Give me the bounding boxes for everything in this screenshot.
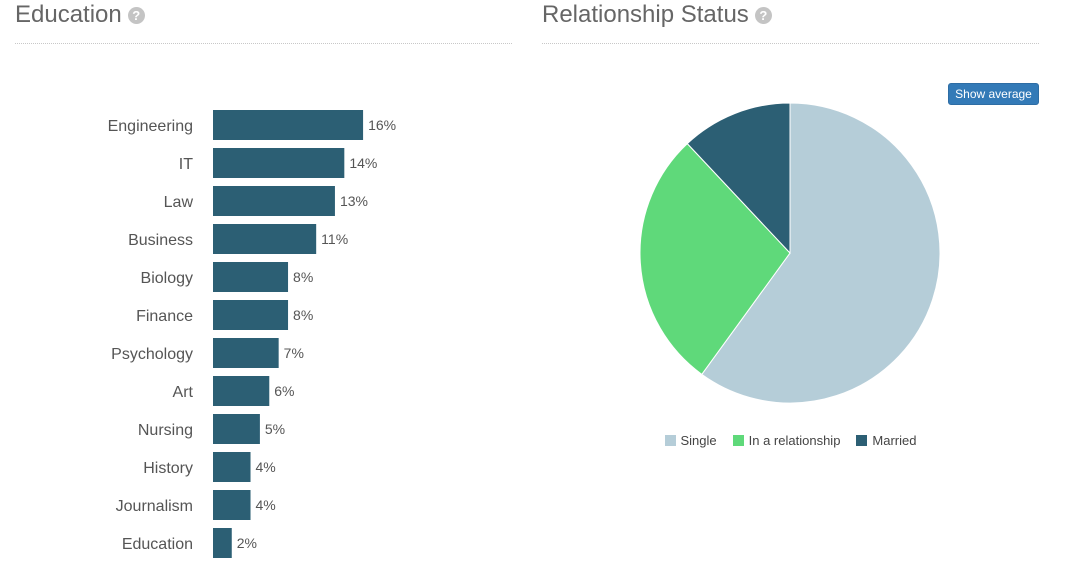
value-label: 14% [349, 155, 377, 171]
bar[interactable] [213, 414, 260, 444]
bar[interactable] [213, 110, 364, 140]
legend-swatch [856, 435, 868, 446]
bar[interactable] [213, 452, 251, 482]
category-label: Finance [136, 308, 193, 325]
pie-slice-in-a-relationship[interactable] [639, 142, 791, 376]
bar[interactable] [213, 528, 232, 558]
category-label: Law [164, 194, 194, 211]
question-circle-icon[interactable]: ? [754, 6, 772, 24]
legend-swatch [732, 435, 744, 446]
pie-legend: Single In a relationship Married [542, 433, 1039, 448]
bar[interactable] [213, 300, 289, 330]
question-circle-icon[interactable]: ? [127, 6, 145, 24]
show-average-button[interactable]: Show average [948, 83, 1039, 105]
bar[interactable] [213, 490, 251, 520]
category-label: Psychology [111, 346, 193, 363]
value-label: 16% [368, 117, 396, 133]
bar[interactable] [213, 148, 345, 178]
value-label: 4% [256, 459, 276, 475]
category-label: Business [128, 232, 193, 249]
education-header: Education ? [15, 0, 512, 44]
value-label: 5% [265, 421, 285, 437]
category-label: History [143, 460, 193, 477]
education-title-text: Education [15, 1, 122, 28]
legend-label: Married [872, 433, 917, 448]
category-label: IT [179, 156, 193, 173]
value-label: 11% [321, 231, 348, 247]
category-label: Art [173, 384, 194, 401]
legend-item-in-a-relationship[interactable]: In a relationship [732, 433, 841, 448]
category-label: Journalism [116, 498, 193, 515]
relationship-header: Relationship Status ? [542, 0, 1039, 44]
value-label: 8% [293, 269, 313, 285]
relationship-panel: Relationship Status ? Show average Singl… [542, 0, 1039, 448]
pie-slice-single[interactable] [701, 102, 941, 404]
bar[interactable] [213, 262, 289, 292]
legend-swatch [664, 435, 676, 446]
relationship-pie-chart [639, 102, 941, 404]
category-label: Biology [141, 270, 193, 287]
education-bar-chart: Engineering 16% IT 14% Law 13% Business 11% Biol… [108, 110, 396, 558]
legend-item-married[interactable]: Married [856, 433, 917, 448]
relationship-title-text: Relationship Status [542, 1, 749, 28]
education-panel: Education ? Engineering 16% IT 14% Law 13% Bus… [15, 0, 512, 558]
bar[interactable] [213, 338, 279, 368]
value-label: 13% [340, 193, 368, 209]
bar[interactable] [213, 186, 335, 216]
legend-label: In a relationship [748, 433, 841, 448]
value-label: 4% [256, 497, 276, 513]
bar[interactable] [213, 224, 317, 254]
relationship-title: Relationship Status ? [542, 1, 772, 29]
category-label: Engineering [108, 118, 193, 135]
education-title: Education ? [15, 1, 145, 29]
value-label: 6% [274, 383, 294, 399]
value-label: 8% [293, 307, 313, 323]
legend-label: Single [680, 433, 717, 448]
bar[interactable] [213, 376, 270, 406]
value-label: 2% [237, 535, 257, 551]
category-label: Nursing [138, 422, 193, 439]
category-label: Education [122, 536, 193, 553]
value-label: 7% [284, 345, 304, 361]
legend-item-single[interactable]: Single [664, 433, 717, 448]
pie-slice-married[interactable] [686, 102, 791, 255]
